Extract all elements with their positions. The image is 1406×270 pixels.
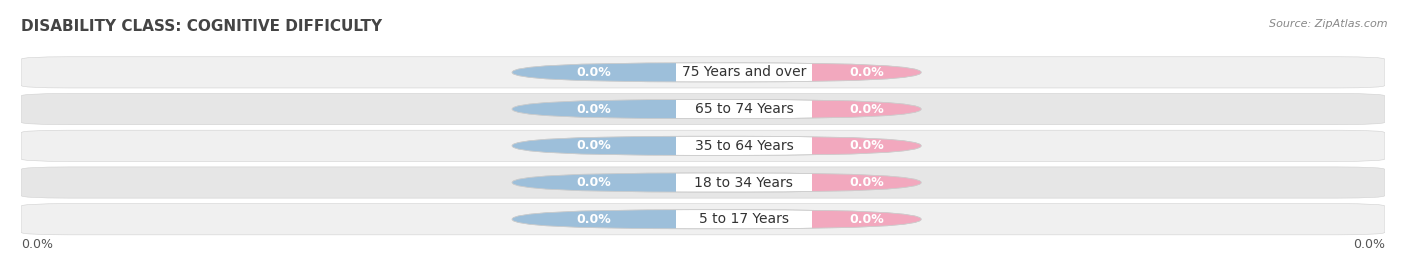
FancyBboxPatch shape (636, 100, 921, 119)
FancyBboxPatch shape (21, 204, 1385, 235)
FancyBboxPatch shape (512, 136, 853, 155)
Text: 0.0%: 0.0% (849, 176, 884, 189)
Text: 0.0%: 0.0% (849, 66, 884, 79)
Text: 0.0%: 0.0% (849, 103, 884, 116)
FancyBboxPatch shape (512, 173, 921, 192)
Text: 18 to 34 Years: 18 to 34 Years (695, 176, 793, 190)
Text: 0.0%: 0.0% (1353, 238, 1385, 251)
FancyBboxPatch shape (636, 136, 921, 155)
FancyBboxPatch shape (512, 100, 853, 119)
FancyBboxPatch shape (636, 173, 921, 192)
Text: 5 to 17 Years: 5 to 17 Years (699, 212, 789, 226)
FancyBboxPatch shape (512, 210, 921, 229)
FancyBboxPatch shape (512, 173, 853, 192)
Text: 0.0%: 0.0% (576, 176, 612, 189)
Text: 75 Years and over: 75 Years and over (682, 65, 806, 79)
FancyBboxPatch shape (512, 136, 921, 155)
FancyBboxPatch shape (512, 63, 921, 82)
FancyBboxPatch shape (21, 93, 1385, 125)
Text: 0.0%: 0.0% (576, 103, 612, 116)
FancyBboxPatch shape (512, 100, 921, 119)
Text: DISABILITY CLASS: COGNITIVE DIFFICULTY: DISABILITY CLASS: COGNITIVE DIFFICULTY (21, 19, 382, 34)
Text: 35 to 64 Years: 35 to 64 Years (695, 139, 793, 153)
Text: 0.0%: 0.0% (576, 213, 612, 226)
Text: Source: ZipAtlas.com: Source: ZipAtlas.com (1270, 19, 1388, 29)
Text: 0.0%: 0.0% (576, 139, 612, 152)
FancyBboxPatch shape (21, 167, 1385, 198)
Text: 0.0%: 0.0% (849, 213, 884, 226)
Text: 0.0%: 0.0% (21, 238, 53, 251)
FancyBboxPatch shape (21, 130, 1385, 161)
FancyBboxPatch shape (636, 63, 921, 82)
Text: 65 to 74 Years: 65 to 74 Years (695, 102, 793, 116)
Text: 0.0%: 0.0% (849, 139, 884, 152)
FancyBboxPatch shape (512, 63, 853, 82)
FancyBboxPatch shape (512, 210, 853, 229)
FancyBboxPatch shape (21, 57, 1385, 88)
Text: 0.0%: 0.0% (576, 66, 612, 79)
FancyBboxPatch shape (636, 210, 921, 229)
